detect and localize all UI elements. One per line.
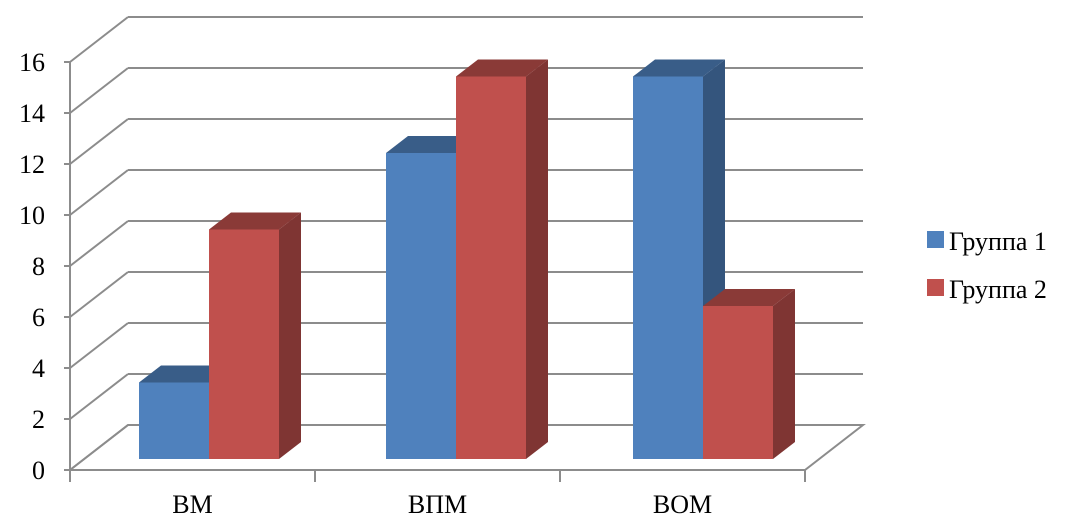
y-tick-label: 10	[19, 201, 45, 230]
y-tick-label: 6	[32, 303, 45, 332]
legend-swatch	[927, 231, 944, 248]
category-label: ВОМ	[653, 490, 712, 519]
side-gridline	[69, 271, 129, 318]
y-tick-label: 0	[32, 456, 45, 485]
bar-2-1	[209, 212, 301, 459]
bar-side-face	[279, 212, 301, 459]
y-tick-label: 8	[32, 252, 45, 281]
bar-top-face	[139, 365, 231, 383]
category-labels: ВМ ВПМ ВОМ	[172, 490, 712, 519]
bar-top-face	[633, 59, 725, 77]
category-label: ВМ	[172, 490, 212, 519]
side-gridline	[69, 16, 129, 63]
side-gridline	[69, 373, 129, 420]
side-gridline	[69, 169, 129, 216]
legend-label: Группа 1	[949, 227, 1047, 256]
bar-top-face	[386, 136, 478, 153]
side-gridline	[69, 118, 129, 165]
bar-top-face	[209, 212, 301, 230]
bar-side-face	[526, 59, 548, 459]
axes	[64, 61, 806, 482]
bars	[139, 59, 795, 459]
y-tick-labels: 0 2 4 6 8 10 12 14 16	[19, 48, 45, 485]
bar-side-face	[773, 289, 795, 459]
bar-2-3	[703, 289, 795, 459]
legend-swatch	[927, 279, 944, 296]
y-tick-label: 12	[19, 150, 45, 179]
y-tick-label: 4	[32, 354, 45, 383]
side-gridline	[69, 322, 129, 369]
side-gridline	[69, 424, 129, 471]
category-label: ВПМ	[408, 490, 467, 519]
bar-front-face	[633, 76, 703, 459]
bar-front-face	[703, 306, 773, 459]
legend: Группа 1 Группа 2	[927, 227, 1047, 304]
side-gridline	[69, 67, 129, 114]
side-gridline	[69, 220, 129, 267]
bar-front-face	[209, 229, 279, 459]
y-tick-label: 16	[19, 48, 45, 77]
bar-front-face	[386, 153, 456, 459]
legend-label: Группа 2	[949, 275, 1047, 304]
y-tick-label: 2	[32, 405, 45, 434]
bar-front-face	[139, 382, 209, 459]
bar-top-face	[456, 59, 548, 77]
bar-top-face	[703, 289, 795, 306]
bar-front-face	[456, 76, 526, 459]
bar-2-2	[456, 59, 548, 459]
y-tick-label: 14	[19, 99, 45, 128]
